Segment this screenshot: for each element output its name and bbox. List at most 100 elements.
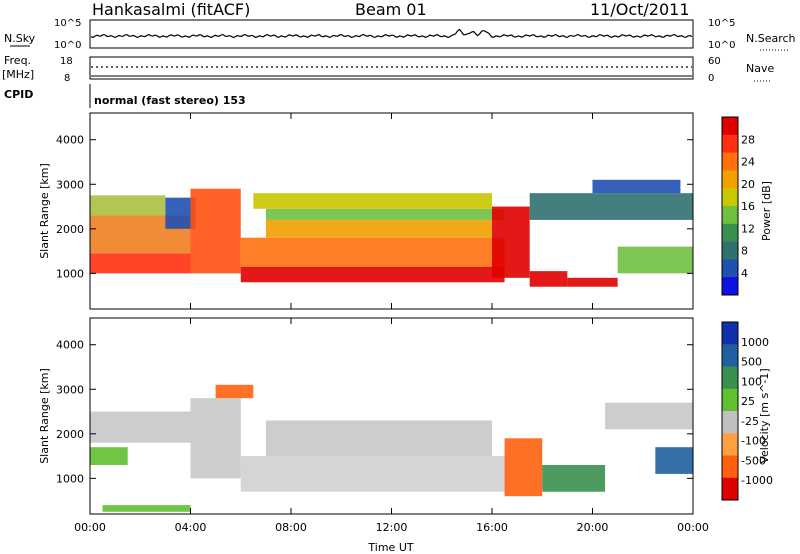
velocity-colorbar-tick-4: -25 [741, 415, 759, 428]
velocity-colorbar-tick-3: 25 [741, 395, 755, 408]
power-colorbar-tick-1: 24 [741, 156, 755, 169]
freq-tick-top: 18 [60, 56, 73, 67]
xtick-label-3: 12:00 [376, 521, 408, 534]
xtick-label-1: 04:00 [175, 521, 207, 534]
nave-tick-bottom: 0 [708, 73, 714, 84]
date-title: 11/Oct/2011 [590, 0, 690, 19]
power-colorbar-segment-7 [722, 241, 738, 260]
power-band-13 [529, 193, 693, 220]
power-band-9 [253, 193, 492, 209]
xtick-label-0: 00:00 [74, 521, 106, 534]
power-colorbar-tick-3: 16 [741, 200, 755, 213]
power-y-axis-label: Slant Range [km] [38, 163, 51, 259]
velocity-band-0 [90, 411, 191, 443]
power-ytick-label-3: 4000 [56, 134, 84, 147]
velocity-band-10 [215, 384, 254, 399]
velocity-band-3 [240, 456, 505, 492]
nsky-tick-top: 10^5 [54, 18, 81, 29]
velocity-colorbar-frame [721, 321, 739, 501]
velocity-heatmap [90, 384, 693, 512]
velocity-band-2 [190, 398, 241, 479]
nsky-panel-frame [89, 19, 694, 49]
nsearch-tick-top: 10^5 [708, 18, 735, 29]
velocity-colorbar-tick-7: -1000 [741, 474, 773, 487]
freq-label: Freq. [4, 54, 31, 67]
velocity-colorbar-segment-1 [722, 344, 738, 367]
velocity-band-8 [655, 447, 693, 474]
velocity-colorbar-segment-7 [722, 477, 738, 501]
xtick-label-2: 08:00 [275, 521, 307, 534]
power-y-axis: 1000 2000 3000 4000 [56, 134, 693, 280]
power-colorbar-segment-4 [722, 188, 738, 207]
velocity-ytick-label-0: 1000 [56, 472, 84, 485]
power-band-15 [592, 179, 681, 194]
velocity-band-7 [605, 402, 693, 430]
velocity-band-4 [265, 420, 492, 457]
power-colorbar-tick-2: 20 [741, 178, 755, 191]
velocity-ytick-label-1: 2000 [56, 428, 84, 441]
power-ytick-label-1: 2000 [56, 223, 84, 236]
xtick-label-4: 16:00 [476, 521, 508, 534]
station-title: Hankasalmi (fitACF) [92, 0, 250, 19]
nave-label: Nave [746, 62, 774, 75]
nsky-trace [90, 28, 693, 39]
velocity-colorbar-segment-0 [722, 322, 738, 345]
power-band-11 [529, 271, 568, 287]
power-colorbar-segment-2 [722, 152, 738, 171]
velocity-colorbar-label: Velocity [m s^-1] [758, 368, 771, 463]
velocity-band-9 [102, 505, 191, 512]
velocity-colorbar-segment-3 [722, 388, 738, 412]
power-colorbar-segment-9 [722, 277, 738, 296]
velocity-band-1 [90, 447, 128, 465]
freq-panel-frame [89, 56, 694, 80]
velocity-colorbar-tick-2: 100 [741, 375, 762, 388]
velocity-panel: 1000 2000 3000 4000 Slant Range [km] 1000 50… [38, 317, 773, 515]
velocity-y-axis: 1000 2000 3000 4000 [56, 339, 693, 485]
power-band-10 [492, 206, 530, 278]
time-x-axis: 00:00 04:00 08:00 12:00 16:00 20:00 00:00 [74, 113, 709, 534]
power-band-8 [265, 208, 505, 220]
freq-tick-bottom: 8 [64, 73, 70, 84]
cpid-label: CPID [4, 88, 33, 101]
power-ytick-label-2: 3000 [56, 178, 84, 191]
power-band-2 [90, 195, 166, 216]
velocity-colorbar-tick-5: -100 [741, 435, 766, 448]
freq-unit: [MHz] [2, 68, 34, 81]
velocity-colorbar-tick-1: 500 [741, 356, 762, 369]
power-band-6 [240, 237, 505, 267]
power-ytick-label-0: 1000 [56, 267, 84, 280]
power-band-7 [265, 219, 492, 238]
power-colorbar: 28 24 20 16 12 8 4 [721, 116, 755, 296]
xtick-label-6: 00:00 [677, 521, 709, 534]
nsearch-tick-bottom: 10^0 [708, 40, 735, 51]
beam-title: Beam 01 [355, 0, 427, 19]
nave-tick-top: 60 [708, 56, 721, 67]
cpid-text: normal (fast stereo) 153 [94, 94, 246, 107]
nsky-label: N.Sky [4, 32, 36, 45]
nsky-tick-bottom: 10^0 [54, 40, 81, 51]
power-band-12 [567, 277, 618, 287]
nsearch-label: N.Search [746, 32, 796, 45]
velocity-colorbar: 1000 500 100 25 -25 -100 -500 -1000 [721, 321, 773, 501]
power-heatmap [90, 179, 693, 287]
velocity-ytick-label-3: 4000 [56, 339, 84, 352]
velocity-y-axis-label: Slant Range [km] [38, 368, 51, 464]
velocity-ytick-label-2: 3000 [56, 383, 84, 396]
velocity-colorbar-segment-6 [722, 455, 738, 479]
velocity-colorbar-tick-0: 1000 [741, 336, 769, 349]
x-axis-label: Time UT [367, 541, 413, 554]
power-colorbar-tick-4: 12 [741, 222, 755, 235]
power-colorbar-segment-3 [722, 170, 738, 189]
velocity-colorbar-segment-2 [722, 366, 738, 390]
velocity-band-6 [542, 465, 606, 492]
power-colorbar-segment-0 [722, 117, 738, 136]
power-colorbar-tick-0: 28 [741, 133, 755, 146]
power-colorbar-frame [721, 116, 739, 296]
velocity-band-5 [504, 438, 543, 497]
velocity-colorbar-segment-4 [722, 411, 738, 434]
velocity-colorbar-segment-5 [722, 433, 738, 456]
power-band-0 [90, 253, 191, 274]
velocity-colorbar-tick-6: -500 [741, 454, 766, 467]
power-colorbar-tick-5: 8 [741, 245, 748, 258]
